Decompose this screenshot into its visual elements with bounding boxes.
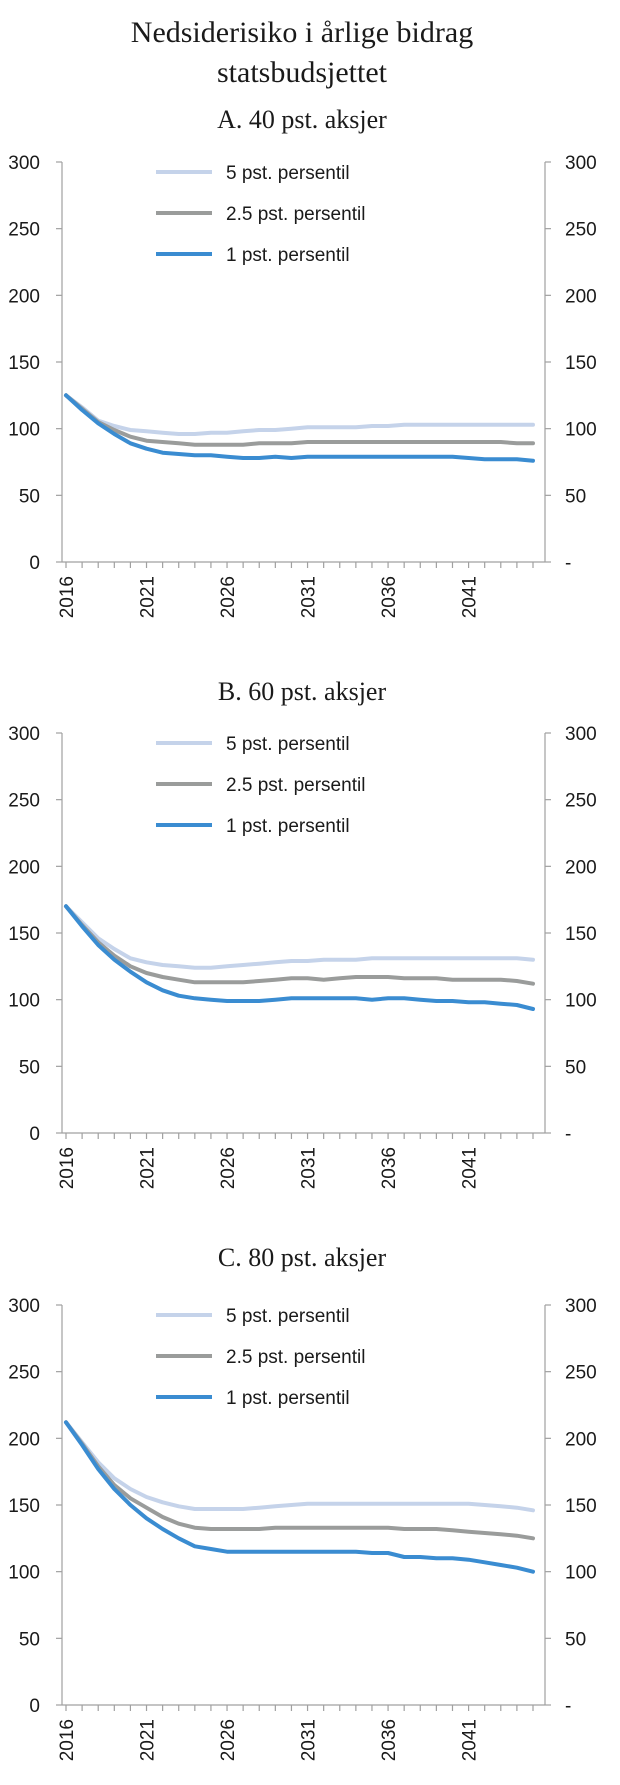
series-line-2	[64, 393, 535, 447]
y-tick-label-left: 50	[19, 486, 40, 507]
x-tick-label: 2041	[460, 1147, 481, 1189]
figure-title-line1: Nedsiderisiko i årlige bidrag	[131, 16, 473, 49]
y-tick-label-left: 150	[8, 353, 40, 374]
y-tick-label-left: 0	[29, 553, 40, 574]
chart-panel-2: B. 60 pst. aksjer 0 50 100 150 200 250 300 - 50 10…	[8, 677, 596, 1189]
legend-label-2: 2.5 pst. persentil	[226, 1347, 365, 1368]
series-line-1	[64, 1420, 535, 1513]
y-tick-label-right: -	[565, 553, 571, 574]
x-tick-label: 2021	[138, 576, 159, 618]
y-tick-label-left: 250	[8, 220, 40, 241]
y-tick-label-left: 100	[8, 420, 40, 441]
y-tick-label-right: 250	[565, 220, 597, 241]
x-tick-label: 2031	[299, 1719, 320, 1761]
panel-title: B. 60 pst. aksjer	[218, 677, 387, 706]
legend-label-3: 1 pst. persentil	[226, 816, 350, 837]
x-tick-label: 2021	[138, 1719, 159, 1761]
x-tick-label: 2026	[218, 576, 239, 618]
legend-label-2: 2.5 pst. persentil	[226, 775, 365, 796]
y-tick-label-right: 300	[565, 1296, 597, 1317]
x-tick-label: 2031	[299, 576, 320, 618]
y-tick-label-left: 0	[29, 1124, 40, 1145]
y-tick-label-right: 150	[565, 353, 597, 374]
y-tick-label-left: 100	[8, 991, 40, 1012]
x-tick-label: 2016	[57, 1719, 78, 1761]
series-line-2	[64, 904, 535, 986]
y-tick-label-left: 200	[8, 1429, 40, 1450]
y-tick-label-left: 250	[8, 1363, 40, 1384]
legend-label-1: 5 pst. persentil	[226, 1306, 350, 1327]
x-tick-label: 2026	[218, 1719, 239, 1761]
y-tick-label-right: 200	[565, 1429, 597, 1450]
series-line-3	[64, 1420, 535, 1574]
y-tick-label-left: 100	[8, 1563, 40, 1584]
y-tick-label-right: 50	[565, 486, 586, 507]
y-tick-label-left: 150	[8, 1496, 40, 1517]
y-tick-label-right: 300	[565, 724, 597, 745]
legend-label-2: 2.5 pst. persentil	[226, 204, 365, 225]
panel-title: C. 80 pst. aksjer	[218, 1243, 387, 1272]
y-tick-label-left: 200	[8, 286, 40, 307]
x-tick-label: 2031	[299, 1147, 320, 1189]
series-line-1	[64, 393, 535, 436]
y-tick-label-left: 0	[29, 1696, 40, 1717]
y-tick-label-right: 200	[565, 857, 597, 878]
y-tick-label-right: 150	[565, 924, 597, 945]
legend-label-3: 1 pst. persentil	[226, 1388, 350, 1409]
x-tick-label: 2016	[57, 1147, 78, 1189]
y-tick-label-right: 250	[565, 1363, 597, 1384]
y-tick-label-left: 50	[19, 1057, 40, 1078]
chart-panels: A. 40 pst. aksjer 0 50 100 150 200 250 300 - 50 10…	[8, 105, 596, 1761]
y-tick-label-left: 150	[8, 924, 40, 945]
y-tick-label-left: 300	[8, 153, 40, 174]
y-tick-label-right: 100	[565, 1563, 597, 1584]
x-tick-label: 2016	[57, 576, 78, 618]
series-line-1	[64, 904, 535, 970]
legend-label-1: 5 pst. persentil	[226, 163, 350, 184]
y-tick-label-left: 200	[8, 857, 40, 878]
x-tick-label: 2041	[460, 1719, 481, 1761]
y-tick-label-right: -	[565, 1124, 571, 1145]
legend-label-3: 1 pst. persentil	[226, 245, 350, 266]
y-tick-label-right: 150	[565, 1496, 597, 1517]
y-tick-label-left: 50	[19, 1629, 40, 1650]
x-tick-label: 2026	[218, 1147, 239, 1189]
x-tick-label: 2036	[379, 576, 400, 618]
legend-label-1: 5 pst. persentil	[226, 734, 350, 755]
y-tick-label-left: 300	[8, 1296, 40, 1317]
y-tick-label-right: 100	[565, 991, 597, 1012]
y-tick-label-left: 250	[8, 791, 40, 812]
figure-title-line2: statsbudsjettet	[217, 56, 388, 89]
x-tick-label: 2021	[138, 1147, 159, 1189]
y-tick-label-right: 300	[565, 153, 597, 174]
chart-panel-1: A. 40 pst. aksjer 0 50 100 150 200 250 300 - 50 10…	[8, 105, 596, 618]
y-tick-label-right: 200	[565, 286, 597, 307]
y-tick-label-right: 250	[565, 791, 597, 812]
x-tick-label: 2036	[379, 1719, 400, 1761]
y-tick-label-right: 50	[565, 1629, 586, 1650]
y-tick-label-right: -	[565, 1696, 571, 1717]
x-tick-label: 2041	[460, 576, 481, 618]
y-tick-label-right: 50	[565, 1057, 586, 1078]
y-tick-label-right: 100	[565, 420, 597, 441]
series-line-2	[64, 1420, 535, 1541]
series-line-3	[64, 393, 535, 463]
y-tick-label-left: 300	[8, 724, 40, 745]
series-line-3	[64, 904, 535, 1011]
x-tick-label: 2036	[379, 1147, 400, 1189]
panel-title: A. 40 pst. aksjer	[217, 105, 387, 134]
chart-panel-3: C. 80 pst. aksjer 0 50 100 150 200 250 300 - 50 10…	[8, 1243, 596, 1761]
